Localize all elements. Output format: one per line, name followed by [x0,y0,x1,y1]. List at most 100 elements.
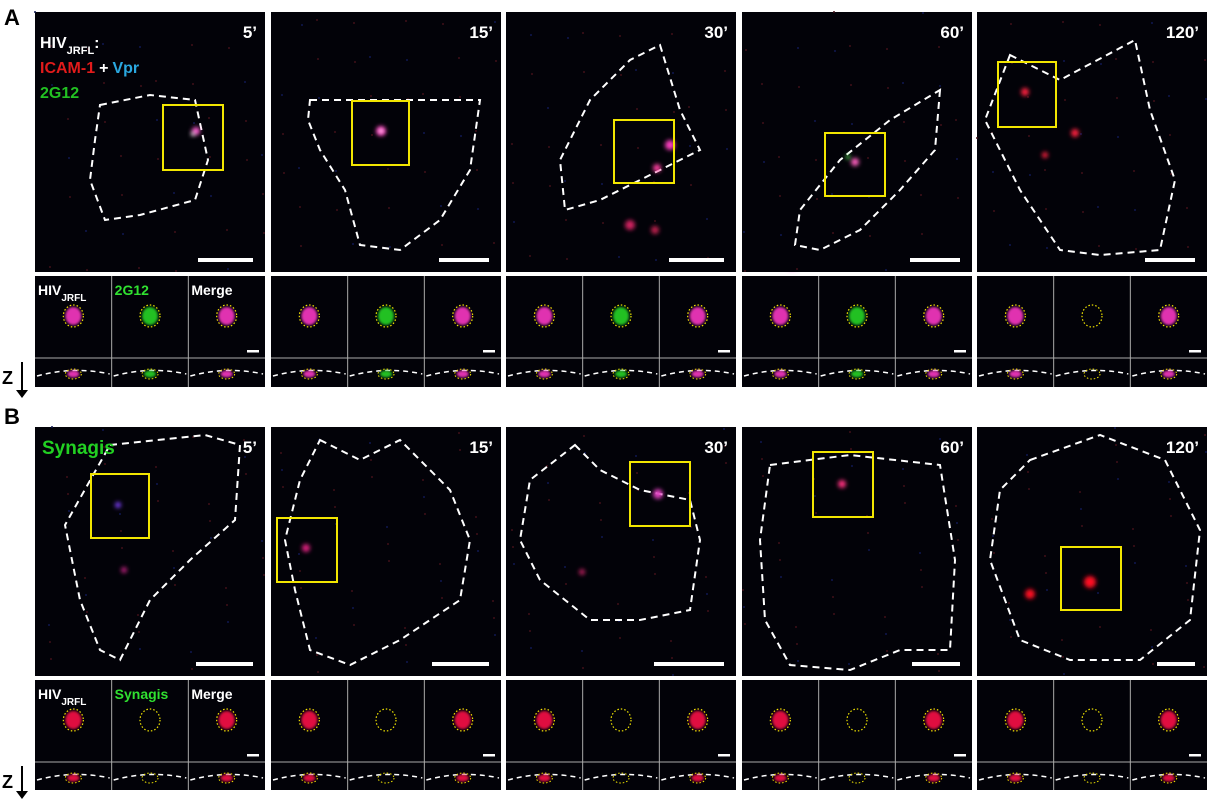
noise [333,489,335,491]
legend-antibody: 2G12 [40,85,79,102]
noise [762,475,764,477]
inset-outline [62,708,84,732]
z-spot [774,774,787,782]
scale-bar [654,662,724,666]
zoom-box [276,517,338,583]
noise [140,85,142,87]
time-label: 15’ [469,438,493,457]
noise [34,11,36,13]
z-spot [538,774,551,782]
noise [493,242,495,244]
noise [1097,206,1099,208]
scale-bar [196,662,253,666]
noise [122,233,124,235]
inset-spot [849,307,865,325]
noise [1188,25,1190,27]
noise [1027,96,1029,98]
noise [903,485,905,487]
noise [938,46,940,48]
noise [50,658,52,660]
cell-outline [793,88,942,252]
spot [653,164,661,172]
noise [139,648,141,650]
noise [565,219,567,221]
inset-scale-bar [483,754,495,757]
noise [706,218,708,220]
noise [317,671,319,673]
noise [210,195,212,197]
z-outline-dot [848,368,866,380]
noise [671,33,673,35]
z-spot [927,774,940,782]
noise [225,587,227,589]
noise [530,34,532,36]
noise [530,647,532,649]
noise [1150,629,1152,631]
noise [423,496,425,498]
micrograph [742,427,972,676]
inset-spot [378,307,394,325]
noise [174,231,176,233]
inset-outline [610,304,632,328]
noise [406,59,408,61]
noise [439,563,441,565]
noise [192,83,194,85]
z-spot [380,370,392,378]
inset-outline [769,708,791,732]
scale-bar [432,662,489,666]
inset-spot [1007,711,1024,729]
noise [298,167,300,169]
noise [49,641,51,643]
z-outline-dot [1083,772,1101,784]
noise [670,640,672,642]
noise [191,668,193,670]
noise [173,192,175,194]
inset-spot [536,307,553,325]
noise [761,458,763,460]
noise [513,221,515,223]
z-outline-dot [218,368,236,380]
noise [228,47,230,49]
z-outline-dot [771,772,789,784]
noise [780,576,782,578]
z-outline-dot [64,772,82,784]
noise [84,577,86,579]
noise [779,195,781,197]
noise [1097,592,1099,594]
z-outline-dot [454,368,472,380]
noise [636,472,638,474]
noise [1116,97,1118,99]
inset-outline [1158,304,1180,328]
noise [175,270,177,272]
noise [459,449,461,451]
spot [115,502,121,508]
noise [262,557,264,559]
zoom-box [629,461,691,527]
noise [369,442,371,444]
noise [599,502,601,504]
noise [315,637,317,639]
noise [706,593,708,595]
noise [121,194,123,196]
noise [886,48,888,50]
noise [139,46,141,48]
noise [581,650,583,652]
noise [476,533,478,535]
noise [1151,22,1153,24]
spot [579,569,585,575]
noise [193,122,195,124]
inset-scale-bar [954,754,966,757]
noise [104,463,106,465]
cell-outline [988,433,1202,661]
noise [814,120,816,122]
noise [405,644,407,646]
noise [529,630,531,632]
noise [1026,454,1028,456]
z-spot [220,774,233,782]
noise [869,235,871,237]
noise [993,210,995,212]
noise [423,132,425,134]
noise [226,604,228,606]
noise [1009,244,1011,246]
scale-bar [910,258,960,262]
